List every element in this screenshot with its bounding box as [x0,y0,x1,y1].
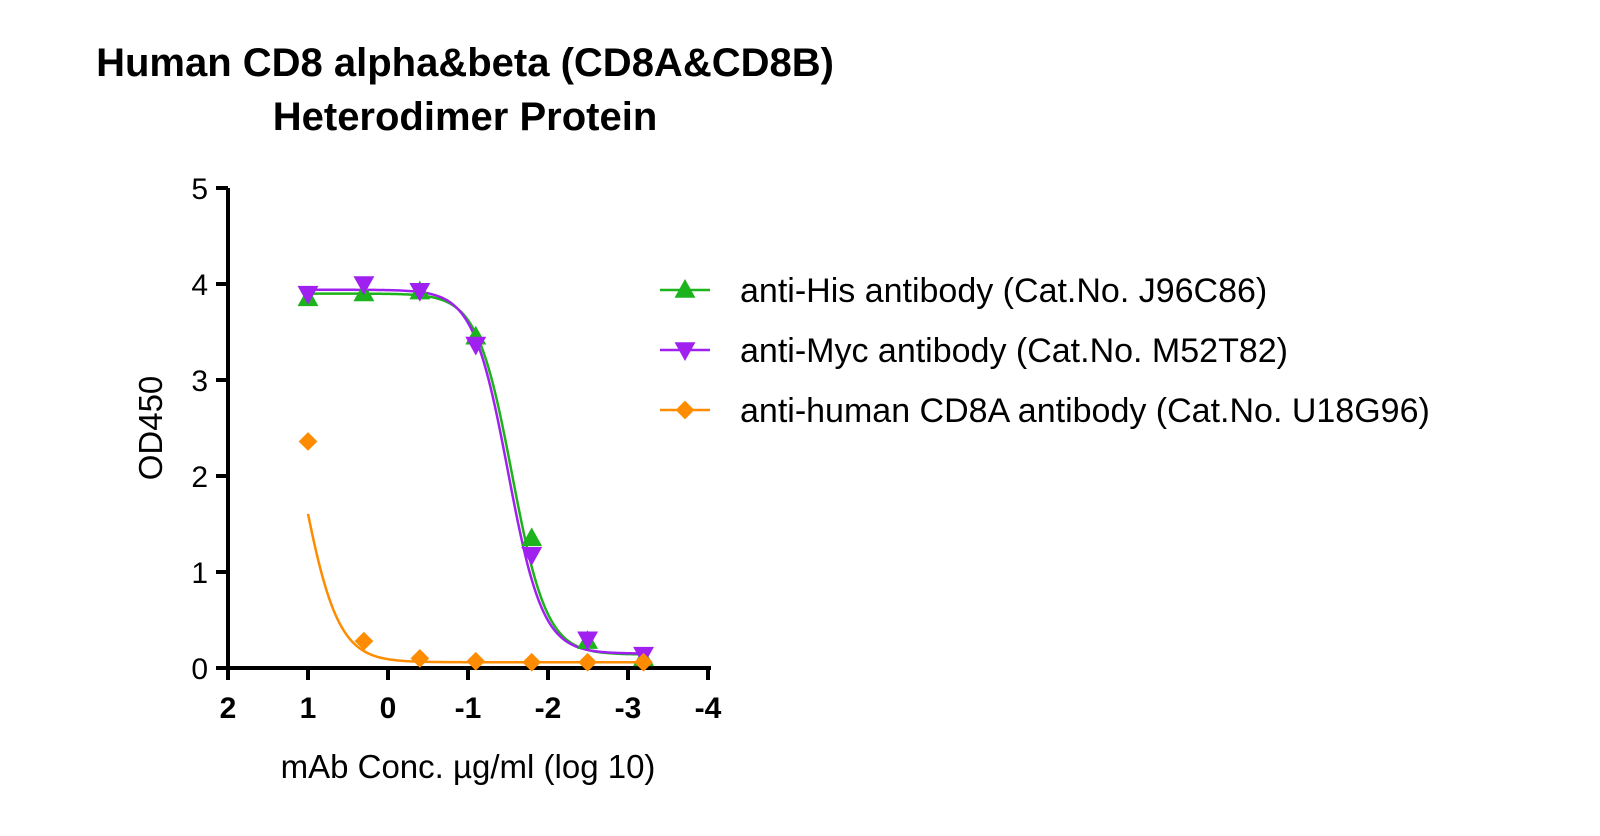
x-tick-label: -2 [535,692,562,725]
data-point [410,649,430,668]
chart-title-line-1: Human CD8 alpha&beta (CD8A&CD8B) [96,41,834,85]
x-tick-label: -4 [695,692,722,725]
legend-label: anti-human CD8A antibody (Cat.No. U18G96… [740,392,1430,430]
legend-marker [674,279,696,298]
chart-title: Human CD8 alpha&beta (CD8A&CD8B) Heterod… [96,41,834,139]
data-point [298,432,318,451]
y-tick-label: 4 [191,269,208,302]
axes: 0 1 2 3 4 5 2 1 0 -1 -2 -3 -4 [191,173,721,725]
y-ticks: 0 1 2 3 4 5 [191,173,228,686]
legend-label: anti-His antibody (Cat.No. J96C86) [740,272,1267,310]
legend: anti-His antibody (Cat.No. J96C86) anti-M… [660,272,1430,430]
data-point [634,652,653,672]
data-point [465,336,487,356]
legend-label: anti-Myc antibody (Cat.No. M52T82) [740,332,1288,370]
data-point [521,547,543,566]
data-point [466,651,486,671]
data-point [577,631,599,651]
data-point [353,276,375,295]
x-tick-label: -1 [455,692,482,725]
data-point [521,527,543,547]
data-points [297,276,654,672]
legend-item: anti-His antibody (Cat.No. J96C86) [660,272,1267,310]
data-point [578,652,597,672]
x-tick-label: 1 [300,692,317,725]
chart-title-line-2: Heterodimer Protein [273,95,658,139]
y-axis-label: OD450 [132,376,169,481]
x-tick-label: -3 [615,692,642,725]
legend-marker [675,400,695,420]
y-tick-label: 5 [191,173,208,206]
y-tick-label: 1 [191,557,208,590]
x-axis-label: mAb Conc. µg/ml (log 10) [281,748,656,785]
data-point [409,283,431,302]
data-point [354,631,374,651]
y-tick-label: 0 [191,653,208,686]
series-2-points [297,276,654,666]
legend-item: anti-Myc antibody (Cat.No. M52T82) [660,332,1288,370]
legend-item: anti-human CD8A antibody (Cat.No. U18G96… [660,392,1430,430]
x-tick-label: 2 [220,692,237,725]
data-point [297,285,319,305]
series-3-points [298,432,653,672]
legend-marker [674,342,696,361]
y-tick-label: 3 [191,365,208,398]
x-ticks: 2 1 0 -1 -2 -3 -4 [220,668,722,725]
data-point [522,652,542,672]
y-tick-label: 2 [191,461,208,494]
x-tick-label: 0 [380,692,397,725]
